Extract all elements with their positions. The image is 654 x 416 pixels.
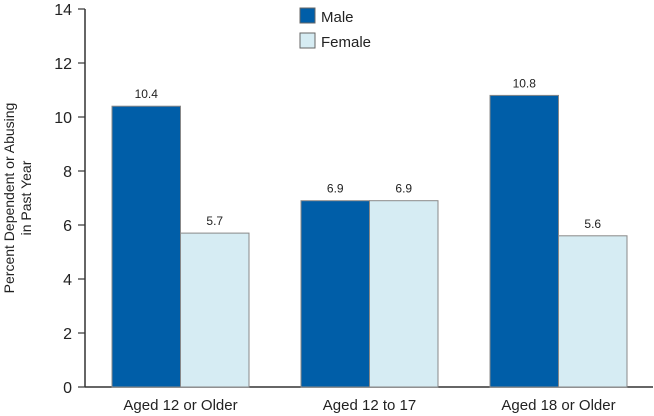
legend-swatch-female [299, 32, 316, 49]
bar-male [489, 94, 559, 388]
y-axis-label-line: in Past Year [18, 160, 34, 235]
bar-male [300, 200, 370, 388]
x-tick-label: Aged 18 or Older [501, 397, 615, 414]
y-tick-label: 0 [63, 380, 72, 397]
y-tick-label: 14 [54, 2, 72, 19]
data-label: 6.9 [395, 182, 412, 196]
y-tick-label: 8 [63, 164, 72, 181]
x-tick-label: Aged 12 to 17 [323, 397, 416, 414]
data-label: 6.9 [327, 182, 344, 196]
data-label: 5.6 [584, 217, 601, 231]
y-tick-label: 10 [54, 110, 72, 127]
bar-female [369, 200, 439, 388]
legend-swatch-male [299, 7, 316, 24]
y-tick-label: 2 [63, 326, 72, 343]
y-tick-label: 6 [63, 218, 72, 235]
y-tick-label: 4 [63, 272, 72, 289]
data-label: 10.8 [513, 76, 537, 90]
bar-female [180, 232, 250, 388]
legend-label: Female [321, 34, 371, 51]
y-axis-label: Percent Dependent or Abusingin Past Year [1, 103, 34, 294]
y-axis-label-line: Percent Dependent or Abusing [1, 103, 17, 294]
legend-label: Male [321, 9, 354, 26]
bar-female [558, 235, 628, 388]
data-label: 5.7 [206, 214, 223, 228]
data-label: 10.4 [135, 87, 159, 101]
bar-male [111, 105, 181, 388]
y-tick-label: 12 [54, 56, 72, 73]
x-tick-label: Aged 12 or Older [123, 397, 237, 414]
